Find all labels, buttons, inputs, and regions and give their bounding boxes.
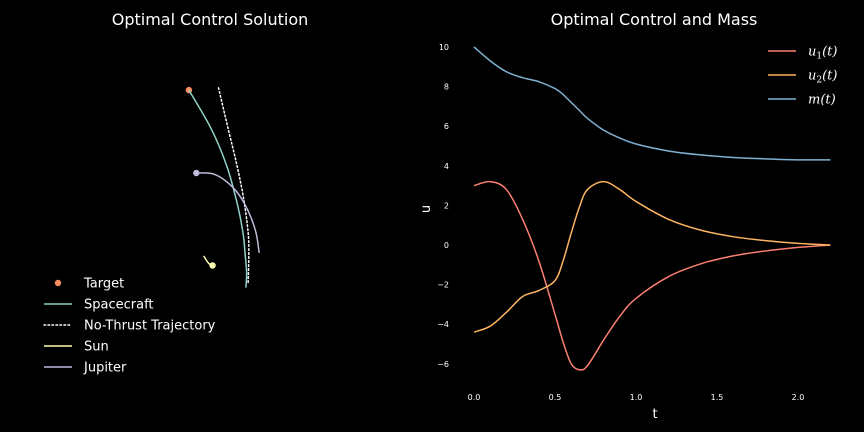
spacecraft-line	[188, 89, 248, 288]
jupiter-start-marker	[193, 169, 200, 177]
legend-u1-t-label: u1(t)	[808, 45, 837, 62]
control-legend: u1(t) u2(t) m(t)	[768, 45, 837, 108]
right-chart-title: Optimal Control and Mass	[551, 10, 758, 29]
left-panel: Optimal Control Solution Target Spacecraf…	[43, 10, 309, 376]
x-tick-label: 0.5	[549, 393, 562, 402]
x-axis-label: t	[652, 407, 657, 422]
y-tick-label: −2	[437, 281, 449, 290]
trajectory-plot-area	[185, 86, 260, 288]
x-tick-label: 2.0	[792, 393, 805, 402]
legend-m-t-label: m(t)	[808, 93, 836, 108]
series-u1-t-line	[473, 180, 831, 371]
legend-target-label: Target	[83, 277, 124, 292]
legend-target-swatch	[54, 279, 62, 287]
legend-sun-label: Sun	[84, 340, 109, 355]
x-tick-label: 1.0	[630, 393, 643, 402]
y-tick-label: 2	[444, 201, 449, 210]
y-tick-label: 6	[444, 122, 449, 131]
x-tick-label: 1.5	[711, 393, 724, 402]
left-chart-title: Optimal Control Solution	[112, 10, 309, 29]
series-u2-t-line	[473, 180, 831, 333]
legend-spacecraft-label: Spacecraft	[84, 298, 154, 313]
y-tick-label: 0	[444, 241, 449, 250]
axis-ticks: 0.0 0.5 1.0 1.5 2.0 −6 −4 −2 0 2 4 6 8 10	[437, 43, 804, 402]
y-tick-label: −6	[437, 360, 449, 369]
jupiter-line	[196, 172, 260, 254]
y-tick-label: −4	[437, 320, 449, 329]
right-panel: Optimal Control and Mass t u 0.0 0.5 1.0 1.…	[419, 10, 837, 422]
trajectory-legend: Target Spacecraft No-Thrust Trajectory Sun J…	[43, 277, 216, 376]
legend-u2-t-label: u2(t)	[808, 69, 837, 86]
y-tick-label: 4	[444, 162, 449, 171]
legend-no-thrust-trajectory-label: No-Thrust Trajectory	[84, 319, 216, 334]
no-thrust-trajectory-line	[217, 87, 250, 285]
y-tick-label: 8	[444, 83, 449, 92]
y-tick-label: 10	[439, 43, 449, 52]
series-m-t-line	[473, 46, 831, 161]
y-axis-label: u	[419, 205, 434, 213]
x-tick-label: 0.0	[468, 393, 481, 402]
sun-end-marker	[209, 262, 216, 269]
legend-jupiter-label: Jupiter	[83, 361, 127, 376]
control-plot-area	[473, 46, 831, 371]
